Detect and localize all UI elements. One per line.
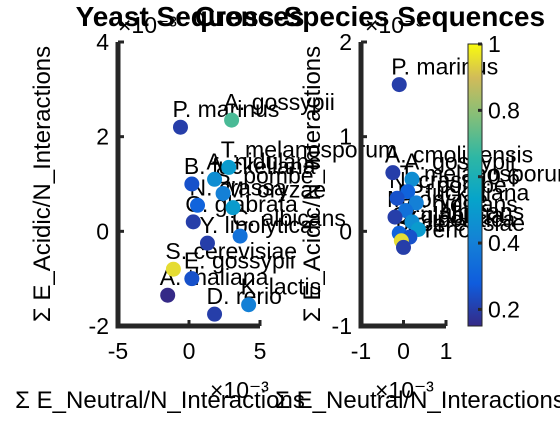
cross-species-x-exponent: ×10⁻³ [375, 377, 434, 403]
cross-species-point-7 [387, 209, 403, 225]
yeast-x-axis-label: Σ E_Neutral/N_Interactions [15, 387, 305, 414]
cross-species-x-axis-label: Σ E_Neutral/N_Interactions [275, 387, 560, 414]
yeast-y-tick-label-1: 0 [96, 218, 109, 244]
yeast-y-tick-label-0: -2 [89, 313, 109, 339]
yeast-point-14 [207, 306, 223, 322]
yeast-point-6 [190, 197, 206, 213]
cross-species-point-label-9: C. albicans [410, 198, 524, 224]
yeast-point-label-6: N. crassa [190, 174, 287, 200]
cross-species-x-tick-label-0: -1 [351, 338, 371, 364]
yeast-point-7 [225, 200, 241, 216]
cross-species-point-1 [385, 165, 401, 181]
yeast-x-tick-label-2: 5 [254, 338, 267, 364]
yeast-y-tick-label-3: 4 [96, 29, 109, 55]
cross-species-ticks: -1 0 1 -1 0 1 2 [332, 29, 453, 364]
colorbar-ticks: 0.2 0.4 0.6 0.8 1 [478, 31, 520, 322]
yeast-point-9 [232, 228, 248, 244]
cross-species-y-tick-label-3: 2 [339, 29, 352, 55]
yeast-point-label-11: S. cerevisiae [165, 238, 297, 264]
colorbar-tick-label-2: 0.6 [488, 164, 520, 190]
yeast-point-15 [241, 297, 257, 313]
cross-species-point-0 [391, 77, 407, 93]
cross-species-y-axis-label: Σ E_Acidic/N_Interactions [299, 46, 326, 322]
yeast-point-8 [185, 214, 201, 230]
colorbar [467, 43, 483, 327]
colorbar-tick-label-3: 0.8 [488, 97, 520, 123]
colorbar-tick-label-1: 0.4 [488, 230, 520, 256]
yeast-point-13 [160, 287, 176, 303]
yeast-x-tick-label-1: 0 [183, 338, 196, 364]
cross-species-point-5 [408, 195, 424, 211]
yeast-points [160, 112, 257, 322]
yeast-x-exponent: ×10⁻³ [210, 377, 269, 403]
yeast-point-1 [224, 112, 240, 128]
cross-species-y-tick-label-2: 1 [339, 124, 352, 150]
cross-species-point-2 [404, 171, 420, 187]
cross-species-x-tick-label-1: 0 [397, 338, 410, 364]
yeast-ticks: -5 0 5 -2 0 2 4 [89, 29, 267, 364]
colorbar-tick-label-0: 0.2 [488, 296, 520, 322]
cross-species-point-13 [396, 239, 411, 255]
yeast-point-0 [172, 119, 188, 135]
yeast-point-label-9: C. albicans [232, 205, 346, 231]
yeast-point-label-3: B. fuckeliana [184, 153, 316, 179]
yeast-point-label-1: A. gossypii [224, 89, 335, 115]
yeast-point-4 [207, 171, 223, 187]
cross-species-point-label-2: A. gossypii [404, 148, 515, 174]
cross-species-points [385, 77, 426, 255]
colorbar-tick-label-4: 1 [488, 31, 501, 57]
cross-species-point-label-1: A. cmolinensis [385, 142, 533, 168]
yeast-point-label-2: T. melanosporum [221, 136, 397, 162]
yeast-point-label-15: K. lactis [241, 274, 322, 300]
yeast-point-label-10: Y. lipolytica [199, 212, 313, 238]
yeast-point-5 [215, 185, 231, 201]
yeast-point-12 [184, 271, 200, 287]
yeast-point-10 [199, 235, 215, 251]
yeast-y-exponent: ×10⁻³ [118, 12, 177, 38]
yeast-point-3 [184, 176, 200, 192]
cross-species-y-tick-label-1: 0 [339, 218, 352, 244]
yeast-point-label-12: E. gossypii [184, 248, 295, 274]
yeast-y-axis-label: Σ E_Acidic/N_Interactions [29, 46, 56, 322]
yeast-point-label-7: M. oryzae [225, 177, 326, 203]
yeast-point-11 [165, 261, 181, 277]
cross-species-point-label-5: S. pombe [408, 172, 506, 198]
yeast-y-tick-label-2: 2 [96, 124, 109, 150]
cross-species-chart-title: Cross-Species Sequences [195, 1, 545, 32]
cross-species-y-tick-label-0: -1 [332, 313, 352, 339]
yeast-chart-title: Yeast Sequences [76, 1, 305, 32]
yeast-x-tick-label-0: -5 [108, 338, 128, 364]
cross-species-y-exponent: ×10⁻³ [365, 12, 424, 38]
yeast-point-2 [221, 159, 237, 175]
cross-species-x-tick-label-2: 1 [440, 338, 453, 364]
cross-species-point-4 [389, 190, 405, 206]
